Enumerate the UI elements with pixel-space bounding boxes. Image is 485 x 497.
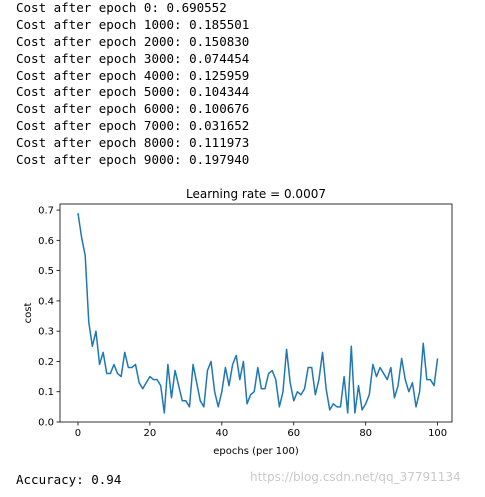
accuracy-readout: Accuracy: 0.94 [16,472,122,487]
log-line: Cost after epoch 3000: 0.074454 [16,50,250,66]
watermark: https://blog.csdn.net/qq_37791134 [250,470,461,484]
learning-curve-chart: Learning rate = 0.0007 0 20 40 60 80 100 0.0 0.… [23,187,453,457]
y-tick-label: 0.5 [38,266,54,277]
chart-title: Learning rate = 0.0007 [186,187,326,201]
plot-frame [59,203,453,423]
x-axis-label: epochs (per 100) [213,446,299,457]
y-tick-label: 0.0 [38,418,54,429]
log-line: Cost after epoch 8000: 0.111973 [16,135,250,151]
log-line: Cost after epoch 9000: 0.197940 [16,152,250,168]
x-tick-label: 80 [359,428,372,439]
y-tick-label: 0.1 [38,387,54,398]
log-line: Cost after epoch 5000: 0.104344 [16,84,250,100]
log-line: Cost after epoch 6000: 0.100676 [16,101,250,117]
cost-series-line [77,212,439,414]
x-tick-label: 0 [75,428,81,439]
x-tick-label: 20 [144,428,157,439]
x-tick-label: 100 [428,428,447,439]
y-tick-label: 0.6 [38,236,54,247]
y-tick-label: 0.7 [38,206,54,217]
log-line: Cost after epoch 4000: 0.125959 [16,67,250,83]
x-tick-label: 40 [215,428,228,439]
log-line: Cost after epoch 2000: 0.150830 [16,33,250,49]
log-line: Cost after epoch 7000: 0.031652 [16,118,250,134]
log-line: Cost after epoch 0: 0.690552 [16,0,227,15]
x-tick-label: 60 [287,428,300,439]
training-log: Cost after epoch 0: 0.690552 Cost after e… [16,0,249,169]
y-tick-label: 0.3 [38,327,54,338]
log-line: Cost after epoch 1000: 0.185501 [16,16,250,32]
y-axis-label: cost [23,303,34,324]
y-tick-label: 0.4 [38,296,54,307]
y-tick-label: 0.2 [38,357,54,368]
